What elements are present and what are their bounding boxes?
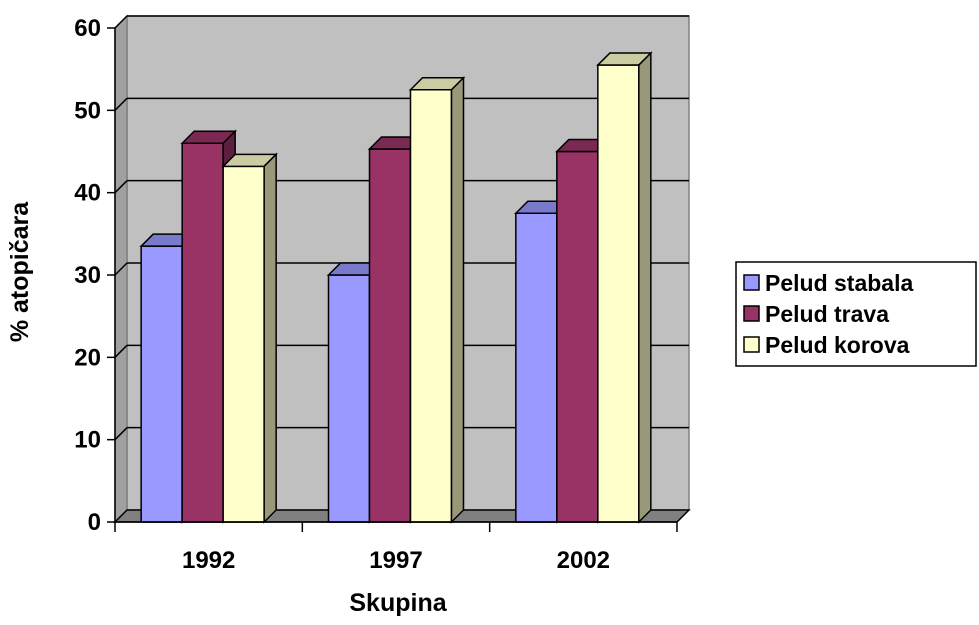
legend-swatch <box>743 336 760 353</box>
y-tick-label: 30 <box>74 262 101 289</box>
bar-front <box>515 212 558 523</box>
y-tick-labels: 0 10 20 30 40 50 60 <box>74 15 101 536</box>
bar-front <box>327 274 371 523</box>
bar-side <box>450 75 465 524</box>
bar-pelud-korova-1997 <box>408 75 466 524</box>
bar-side <box>638 51 652 524</box>
bar-side <box>263 152 277 524</box>
y-tick-label: 10 <box>74 427 101 454</box>
bar-front <box>181 142 224 523</box>
bar-front <box>222 165 265 523</box>
legend: Pelud stabala Pelud trava Pelud korova <box>735 261 977 367</box>
bar-front <box>597 64 640 523</box>
bar-front <box>409 89 453 523</box>
legend-swatch <box>743 274 760 291</box>
gridline-diagonal <box>114 15 128 29</box>
y-tick-label: 60 <box>74 15 101 42</box>
gridline-diagonal <box>114 262 128 276</box>
y-axis-title: % atopičara <box>6 201 34 342</box>
gridline-diagonal <box>114 427 128 441</box>
bar-front <box>368 148 412 523</box>
x-tick-label: 1992 <box>182 547 235 574</box>
bar-pelud-korova-1992 <box>221 152 278 524</box>
legend-label: Pelud stabala <box>765 270 913 296</box>
gridline-diagonal <box>114 344 128 358</box>
x-tick-label: 2002 <box>557 547 610 574</box>
x-axis-title: Skupina <box>349 589 447 617</box>
y-tick-label: 50 <box>74 97 101 124</box>
legend-box <box>735 261 977 367</box>
x-tick-labels: 1992 1997 2002 <box>182 547 610 574</box>
bar-pelud-korova-2002 <box>596 51 653 524</box>
legend-label: Pelud trava <box>765 301 889 327</box>
y-tick-label: 0 <box>88 509 101 536</box>
bars <box>139 51 653 524</box>
x-tick-label: 1997 <box>369 547 422 574</box>
legend-label: Pelud korova <box>765 332 910 358</box>
axes <box>107 27 678 532</box>
gridline-diagonal <box>114 97 128 111</box>
legend-swatch <box>743 305 760 322</box>
y-tick-label: 40 <box>74 180 101 207</box>
bar-front <box>556 150 599 523</box>
y-tick-label: 20 <box>74 344 101 371</box>
bar-front <box>140 245 183 523</box>
gridline-diagonal <box>114 180 128 194</box>
